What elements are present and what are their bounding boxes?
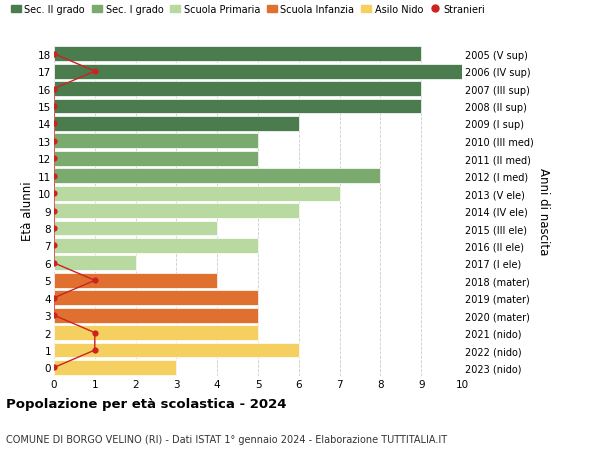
Bar <box>54 169 380 184</box>
Bar <box>54 256 136 271</box>
Bar <box>54 221 217 236</box>
Bar <box>54 291 258 306</box>
Bar <box>54 273 217 288</box>
Bar <box>54 117 299 132</box>
Bar <box>54 360 176 375</box>
Bar <box>54 325 258 340</box>
Bar <box>54 343 299 358</box>
Bar <box>54 65 462 79</box>
Y-axis label: Anni di nascita: Anni di nascita <box>537 168 550 255</box>
Bar <box>54 239 258 253</box>
Legend: Sec. II grado, Sec. I grado, Scuola Primaria, Scuola Infanzia, Asilo Nido, Stran: Sec. II grado, Sec. I grado, Scuola Prim… <box>11 5 485 15</box>
Bar <box>54 204 299 218</box>
Y-axis label: Età alunni: Età alunni <box>21 181 34 241</box>
Text: Popolazione per età scolastica - 2024: Popolazione per età scolastica - 2024 <box>6 397 287 410</box>
Bar <box>54 308 258 323</box>
Bar <box>54 100 421 114</box>
Bar <box>54 186 340 201</box>
Bar <box>54 47 421 62</box>
Bar <box>54 82 421 97</box>
Text: COMUNE DI BORGO VELINO (RI) - Dati ISTAT 1° gennaio 2024 - Elaborazione TUTTITAL: COMUNE DI BORGO VELINO (RI) - Dati ISTAT… <box>6 434 447 444</box>
Bar <box>54 134 258 149</box>
Bar <box>54 151 258 166</box>
